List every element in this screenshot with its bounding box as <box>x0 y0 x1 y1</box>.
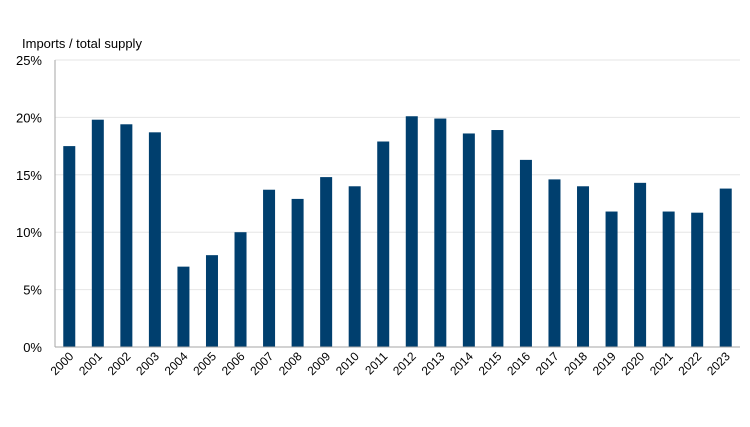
bar-2004 <box>177 266 190 347</box>
x-tick-label: 2006 <box>219 349 248 378</box>
bar-2023 <box>719 188 732 347</box>
y-tick-label: 15% <box>16 168 42 183</box>
bar-2003 <box>148 132 161 347</box>
x-tick-label: 2022 <box>676 349 705 378</box>
bar-2006 <box>234 232 247 347</box>
y-tick-label: 10% <box>16 225 42 240</box>
x-tick-label: 2023 <box>704 349 733 378</box>
bar-2009 <box>320 177 333 347</box>
y-tick-label: 25% <box>16 53 42 68</box>
x-tick-label: 2020 <box>618 349 647 378</box>
x-tick-label: 2004 <box>162 349 191 378</box>
x-tick-label: 2001 <box>76 349 105 378</box>
x-tick-label: 2018 <box>561 349 590 378</box>
bar-2016 <box>519 159 532 347</box>
bar-2019 <box>605 211 618 347</box>
bar-2011 <box>377 141 390 347</box>
x-tick-label: 2008 <box>276 349 305 378</box>
y-tick-label: 0% <box>23 340 42 355</box>
bar-2005 <box>205 255 218 347</box>
x-tick-label: 2002 <box>105 349 134 378</box>
x-tick-label: 2010 <box>333 349 362 378</box>
y-axis-label: Imports / total supply <box>22 36 142 51</box>
bar-2002 <box>120 124 133 348</box>
bar-2017 <box>548 179 561 347</box>
y-tick-label: 20% <box>16 110 42 125</box>
x-tick-label: 2016 <box>504 349 533 378</box>
x-tick-label: 2003 <box>133 349 162 378</box>
x-tick-label: 2000 <box>48 349 77 378</box>
x-tick-label: 2015 <box>476 349 505 378</box>
bar-2008 <box>291 198 304 347</box>
x-tick-label: 2007 <box>247 349 276 378</box>
bar-2020 <box>634 182 647 347</box>
y-tick-label: 5% <box>23 283 42 298</box>
bar-2000 <box>63 146 76 347</box>
bar-2012 <box>405 116 418 347</box>
bar-2010 <box>348 186 361 347</box>
bar-2022 <box>691 212 704 347</box>
x-tick-label: 2017 <box>533 349 562 378</box>
x-tick-label: 2021 <box>647 349 676 378</box>
bar-2021 <box>662 211 675 347</box>
bar-2013 <box>434 118 447 347</box>
x-tick-label: 2011 <box>362 349 390 377</box>
x-tick-label: 2019 <box>590 349 619 378</box>
bar-2015 <box>491 130 504 347</box>
x-tick-label: 2005 <box>190 349 219 378</box>
x-tick-label: 2012 <box>390 349 419 378</box>
x-tick-label: 2014 <box>447 349 476 378</box>
bar-2007 <box>263 189 276 347</box>
bar-2018 <box>577 186 590 347</box>
x-tick-label: 2013 <box>419 349 448 378</box>
bar-2001 <box>91 119 104 347</box>
x-tick-label: 2009 <box>304 349 333 378</box>
bar-2014 <box>462 133 475 347</box>
